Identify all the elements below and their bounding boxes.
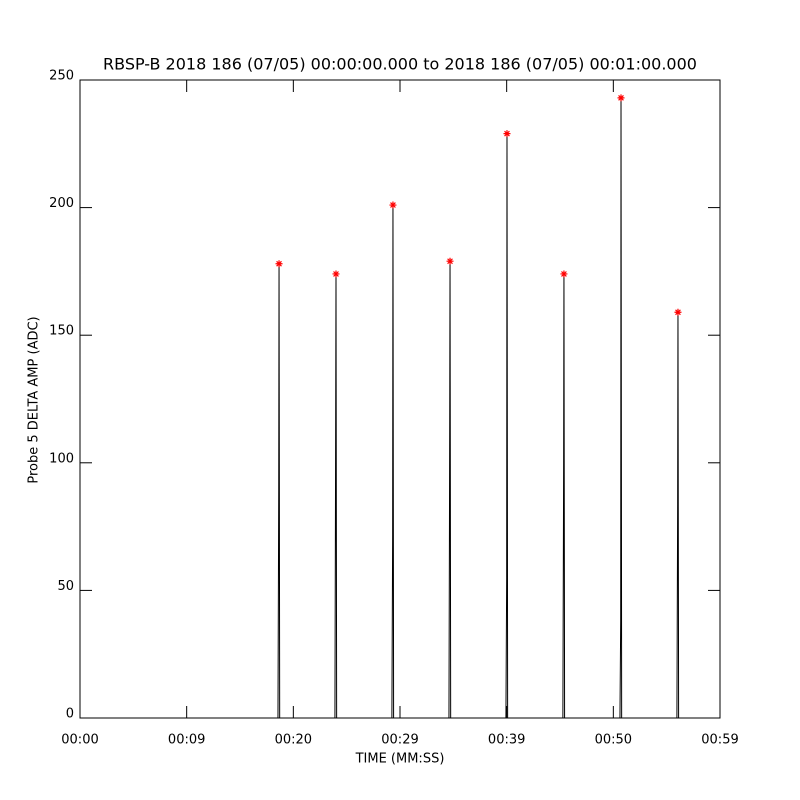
y-tick-label: 250: [49, 69, 74, 84]
x-tick-label: 00:39: [488, 733, 525, 748]
peak-marker: [560, 270, 568, 278]
y-axis-label: Probe 5 DELTA AMP (ADC): [27, 316, 42, 483]
data-line: [80, 97, 704, 719]
peak-marker: [674, 308, 682, 316]
y-tick-label: 100: [49, 451, 74, 466]
y-tick-label: 0: [66, 707, 74, 722]
y-tick-label: 150: [49, 324, 74, 339]
peak-marker: [275, 260, 283, 268]
x-tick-label: 00:00: [61, 733, 98, 748]
x-tick-label: 00:50: [595, 733, 632, 748]
x-tick-label: 00:29: [381, 733, 418, 748]
peak-marker: [332, 270, 340, 278]
y-tick-label: 50: [57, 579, 74, 594]
chart-title: RBSP-B 2018 186 (07/05) 00:00:00.000 to …: [103, 55, 697, 74]
y-tick-label: 200: [49, 196, 74, 211]
peak-marker: [389, 201, 397, 209]
peak-marker: [617, 94, 625, 102]
x-tick-label: 00:20: [275, 733, 312, 748]
peak-marker: [503, 130, 511, 138]
x-tick-label: 00:59: [701, 733, 738, 748]
x-axis-label: TIME (MM:SS): [355, 752, 445, 767]
peak-marker: [446, 257, 454, 265]
x-tick-label: 00:09: [168, 733, 205, 748]
